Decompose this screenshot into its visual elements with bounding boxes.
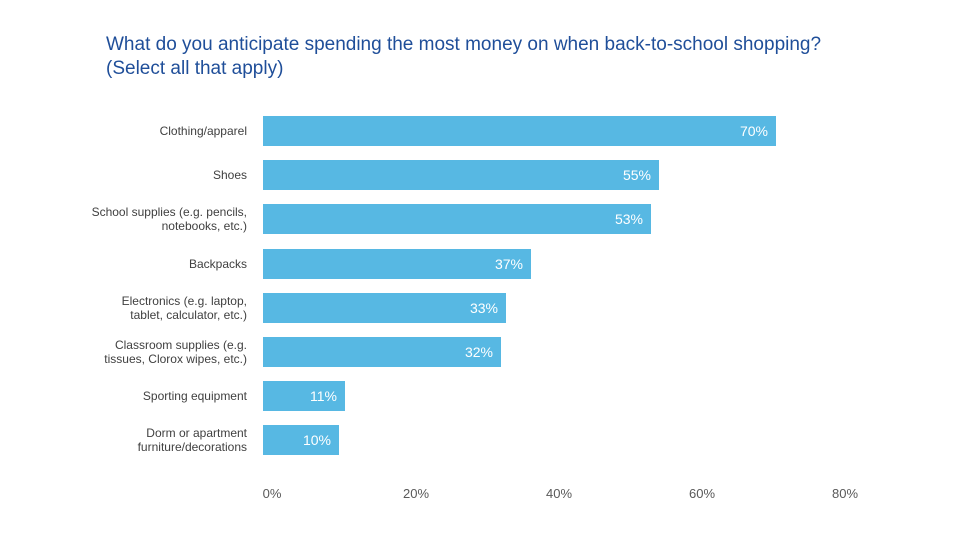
bar: 10%	[263, 425, 339, 455]
bar: 33%	[263, 293, 506, 323]
value-label: 11%	[310, 388, 337, 404]
chart-subtitle: (Select all that apply)	[106, 58, 284, 79]
x-tick: 60%	[688, 486, 716, 501]
bar-row-clothing: Clothing/apparel 70%	[0, 116, 960, 146]
value-label: 37%	[494, 256, 523, 272]
category-label: Sporting equipment	[142, 389, 247, 403]
bar: 11%	[263, 381, 345, 411]
x-tick: 40%	[545, 486, 573, 501]
bar-row-electronics: Electronics (e.g. laptop, tablet, calcula…	[0, 293, 960, 323]
category-label: Clothing/apparel	[159, 124, 247, 138]
bar-row-backpacks: Backpacks 37%	[0, 249, 960, 279]
category-label: School supplies (e.g. pencils, notebooks,…	[91, 205, 247, 233]
category-label: Shoes	[212, 168, 247, 182]
bar-row-classroom-supplies: Classroom supplies (e.g. tissues, Clorox …	[0, 337, 960, 367]
bar: 32%	[263, 337, 501, 367]
value-label: 10%	[302, 432, 331, 448]
bar-row-dorm-furniture: Dorm or apartment furniture/decorations 1…	[0, 425, 960, 455]
x-tick: 0%	[262, 486, 282, 501]
bar: 70%	[263, 116, 776, 146]
chart-title: What do you anticipate spending the most…	[106, 33, 906, 81]
category-label: Backpacks	[188, 257, 247, 271]
chart-title-line1: What do you anticipate spending the most…	[106, 34, 822, 55]
category-label: Classroom supplies (e.g. tissues, Clorox …	[104, 338, 247, 366]
x-tick: 80%	[831, 486, 859, 501]
bar-row-school-supplies: School supplies (e.g. pencils, notebooks,…	[0, 204, 960, 234]
bar-row-shoes: Shoes 55%	[0, 160, 960, 190]
value-label: 32%	[464, 344, 493, 360]
bar: 55%	[263, 160, 659, 190]
value-label: 55%	[622, 167, 651, 183]
bar: 53%	[263, 204, 651, 234]
value-label: 33%	[469, 300, 498, 316]
x-tick: 20%	[402, 486, 430, 501]
category-label: Dorm or apartment furniture/decorations	[137, 426, 247, 454]
value-label: 53%	[614, 211, 643, 227]
bar: 37%	[263, 249, 531, 279]
category-label: Electronics (e.g. laptop, tablet, calcula…	[121, 294, 247, 322]
value-label: 70%	[739, 123, 768, 139]
bar-row-sporting-equipment: Sporting equipment 11%	[0, 381, 960, 411]
